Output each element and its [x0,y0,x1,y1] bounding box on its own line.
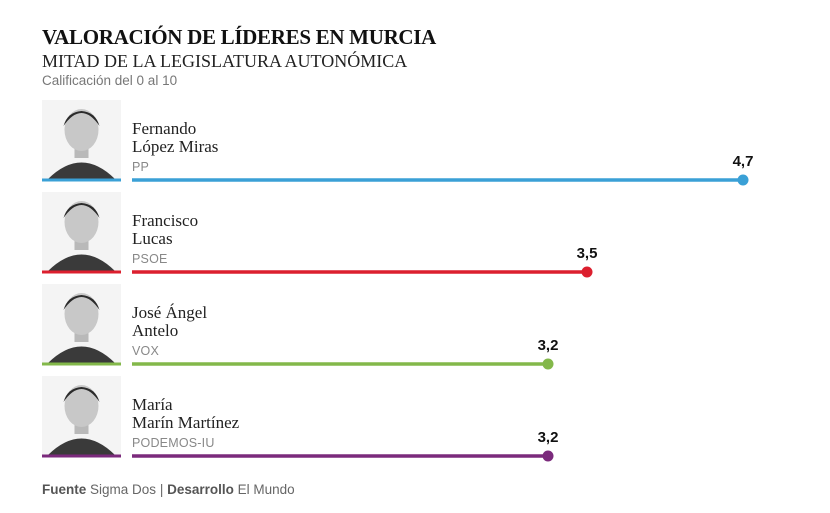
photo-hair [63,387,100,402]
bar-value-label: 3,2 [538,429,559,446]
photo-face [64,385,99,427]
dev-value: El Mundo [237,482,295,497]
leader-photo [42,284,121,363]
photo-color-strip [42,454,121,458]
photo-face [64,109,99,151]
leader-party: PP [132,160,149,174]
photo-face [64,201,99,243]
photo-color-strip [42,362,121,366]
bar-end-dot [737,174,749,186]
source-label: Fuente [42,482,87,497]
leader-photo [42,100,121,179]
leader-name-line2: Marín Martínez [132,413,240,432]
chart-subtitle: MITAD DE LA LEGISLATURA AUTONÓMICA [42,51,408,71]
photo-hair [63,111,100,126]
leader-party: VOX [132,344,159,358]
leader-name-line1: Francisco [132,211,198,230]
footer-separator: | [159,482,164,497]
leader-photo [42,376,121,455]
bar-value-label: 4,7 [733,153,754,170]
bar-end-dot [542,358,554,370]
bar-value-label: 3,2 [538,337,559,354]
bar-end-dot [581,266,593,278]
source-value: Sigma Dos [90,482,157,497]
leader-party: PODEMOS-IU [132,436,215,450]
photo-shoulders [48,162,115,179]
chart-scale-note: Calificación del 0 al 10 [42,73,178,88]
leader-name-line2: Antelo [132,321,178,340]
photo-shoulders [48,346,115,363]
leader-name-line2: Lucas [132,229,173,248]
leader-photo [42,192,121,271]
leader-name-line1: Fernando [132,119,196,138]
bar-end-dot [542,450,554,462]
photo-face [64,293,99,335]
leader-party: PSOE [132,252,168,266]
leader-name-line1: José Ángel [132,303,207,322]
photo-color-strip [42,270,121,274]
dev-label: Desarrollo [167,482,234,497]
photo-hair [63,295,100,310]
bar-value-label: 3,5 [577,245,598,262]
photo-shoulders [48,438,115,455]
chart-title: VALORACIÓN DE LÍDERES EN MURCIA [42,25,437,49]
leader-name-line2: López Miras [132,137,218,156]
leader-name-line1: María [132,395,173,414]
photo-hair [63,203,100,218]
photo-color-strip [42,178,121,182]
chart-footer: Fuente Sigma Dos | Desarrollo El Mundo [42,482,295,497]
photo-shoulders [48,254,115,271]
